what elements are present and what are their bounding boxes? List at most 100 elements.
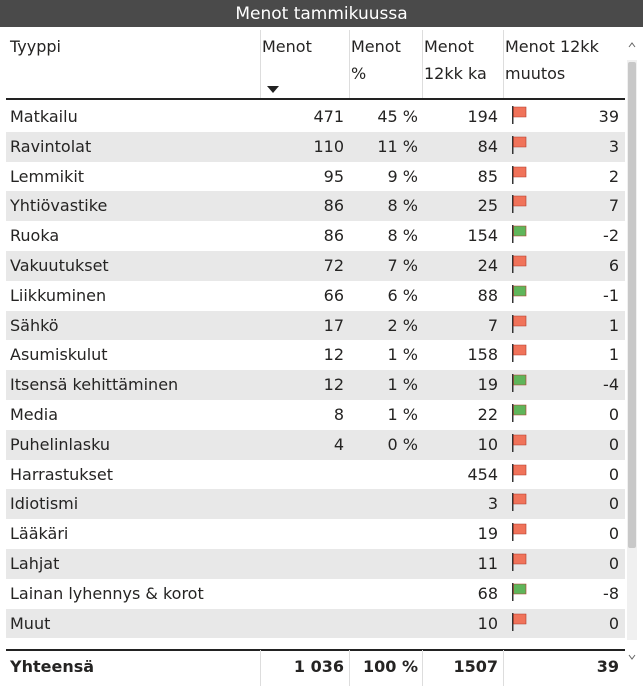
cell: 1 [608,315,619,335]
status-flag [512,284,527,303]
status-flag [512,165,527,184]
cell: Lahjat [10,554,60,573]
cell: Lääkäri [10,524,69,544]
cell: 11 % [377,136,418,156]
cell: -4 [603,375,619,395]
cell: Lemmikit [10,166,85,186]
column-header: Menot 12kk muutos [505,37,599,83]
status-flag [512,582,527,601]
column-header: Menot 12kk ka [424,37,487,83]
cell: 22 [477,405,498,424]
status-flag [512,195,527,214]
cell: 1 [608,345,619,365]
status-flag [512,135,527,154]
total-border [6,649,625,651]
cell: 85 [477,166,498,186]
cell: Liikkuminen [10,285,107,305]
cell: Ravintolat [10,136,92,156]
visual-title: Menot tammikuussa [0,0,643,27]
scroll-down[interactable] [627,652,637,662]
cell: 88 [477,285,498,305]
cell: 0 [608,613,619,633]
cell: 7 % [387,256,418,275]
cell: 9 % [387,166,418,186]
status-flag [512,225,527,244]
scroll-up[interactable] [627,40,637,50]
cell: 154 [467,226,498,246]
sort-arrow [267,86,279,93]
status-flag [512,344,527,363]
column-separator [349,650,350,686]
cell: 84 [477,136,498,156]
cell: 39 [598,107,619,126]
status-flag [512,433,527,452]
cell: 86 [323,196,344,216]
total-cell: 1507 [453,657,498,676]
total-cell: 100 % [363,657,418,676]
cell: 25 [477,196,498,216]
cell: 1 % [387,375,418,395]
cell: 3 [487,494,498,514]
cell: 1 % [387,405,418,424]
cell: -1 [603,285,619,305]
cell: Ruoka [10,226,60,246]
status-flag [512,255,527,273]
status-flag [512,374,527,393]
cell: 2 [608,166,619,186]
cell: Idiotismi [10,494,79,514]
cell: Itsensä kehittäminen [10,375,179,395]
cell: 12 [323,345,344,365]
cell: 4 [333,434,344,454]
cell: Puhelinlasku [10,434,111,454]
column-header: Menot [262,37,312,56]
cell: 86 [323,226,344,246]
cell: 19 [477,524,498,544]
cell: 0 [608,434,619,454]
cell: 8 [333,405,344,424]
status-flag [512,404,527,422]
cell: Media [10,405,59,424]
cell: 95 [323,166,344,186]
cell: 1 % [387,345,418,365]
cell: Yhtiövastike [10,196,108,216]
status-flag [512,493,527,512]
cell: Muut [10,613,51,633]
cell: Matkailu [10,107,78,126]
column-separator [422,30,423,100]
cell: 68 [477,583,498,603]
cell: 0 % [387,434,418,454]
cell: 24 [477,256,498,275]
cell: -8 [603,583,619,603]
cell: 6 % [387,285,418,305]
scrollbar-thumb[interactable] [628,62,636,548]
column-header: Tyyppi [10,37,61,56]
cell: 0 [608,464,619,484]
cell: 6 [608,256,619,275]
cell: 19 [477,375,498,395]
cell: Sähkö [10,315,59,335]
column-separator [349,30,350,100]
status-flag [512,612,527,631]
column-separator [260,650,261,686]
cell: 45 % [377,107,418,126]
cell: 3 [608,136,619,156]
cell: Lainan lyhennys & korot [10,583,204,603]
cell: 158 [467,345,498,365]
cell: 72 [323,256,344,275]
total-cell: Yhteensä [10,657,95,676]
column-separator [260,30,261,100]
total-cell: 39 [596,657,619,676]
column-header: Menot % [351,37,401,83]
status-flag [512,523,527,542]
cell: 0 [608,554,619,573]
cell: Vakuutukset [10,256,109,275]
cell: 471 [313,107,344,126]
cell: 454 [467,464,498,484]
status-flag [512,314,527,333]
cell: 0 [608,524,619,544]
status-flag [512,106,527,124]
status-flag [512,463,527,482]
cell: 17 [323,315,344,335]
cell: 2 % [387,315,418,335]
cell: 0 [608,494,619,514]
